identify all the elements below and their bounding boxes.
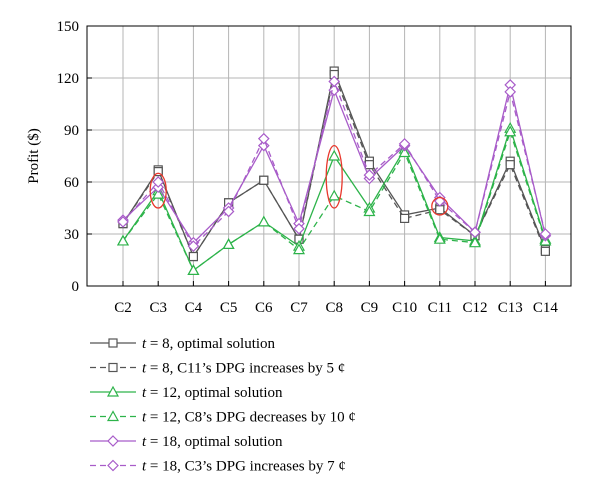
x-tick-label: C3 — [149, 300, 167, 316]
x-tick-label: C2 — [114, 300, 132, 316]
data-point-square — [505, 160, 515, 170]
legend-entry: t = 8, C11’s DPG increases by 5 ¢ — [90, 361, 345, 377]
legend-label-text: = 8, C11’s DPG increases by 5 ¢ — [146, 361, 345, 377]
legend-entry: t = 18, C3’s DPG increases by 7 ¢ — [90, 459, 346, 475]
data-point-diamond — [107, 459, 119, 472]
data-point-square — [108, 362, 118, 373]
data-point-diamond — [117, 216, 129, 228]
data-point-diamond — [363, 169, 376, 181]
y-axis-ticks: 0 30 60 90 120 150 — [57, 19, 92, 295]
data-point-diamond — [293, 222, 305, 235]
data-point-triangle — [504, 125, 517, 137]
data-point-square — [188, 251, 198, 262]
data-point-square — [400, 213, 410, 223]
y-tick-label: 30 — [64, 227, 79, 243]
data-point-diamond — [398, 138, 411, 150]
data-point-triangle — [292, 243, 306, 255]
data-point-square — [540, 246, 551, 256]
legend-entry: t = 8, optimal solution — [90, 336, 276, 352]
data-point-square — [435, 205, 445, 215]
data-point-triangle — [222, 238, 235, 249]
x-tick-label: C8 — [325, 300, 343, 316]
data-point-diamond — [328, 75, 341, 88]
x-tick-label: C13 — [498, 300, 523, 316]
legend-entry: t = 18, optimal solution — [90, 434, 283, 450]
x-tick-label: C7 — [290, 300, 308, 316]
legend-label-variable: t — [142, 410, 147, 426]
data-point-diamond — [257, 132, 270, 145]
legend-label-variable: t — [142, 434, 147, 450]
legend-label-text: = 18, C3’s DPG increases by 7 ¢ — [146, 459, 346, 475]
highlight-ellipse — [431, 196, 449, 216]
legend-label: t = 8, C11’s DPG increases by 5 ¢ — [142, 361, 345, 377]
x-tick-label: C14 — [533, 300, 559, 316]
data-point-diamond — [504, 86, 517, 98]
data-point-square — [108, 338, 118, 348]
data-point-triangle — [433, 232, 446, 244]
y-tick-label: 120 — [57, 71, 80, 87]
x-tick-label: C6 — [255, 300, 273, 316]
legend-entry: t = 12, C8’s DPG decreases by 10 ¢ — [90, 410, 356, 426]
x-tick-label: C4 — [185, 300, 203, 316]
data-point-triangle — [152, 187, 165, 199]
data-point-triangle — [328, 149, 341, 161]
legend-label: t = 12, optimal solution — [142, 385, 283, 401]
data-point-diamond — [469, 226, 481, 239]
plot-area-frame — [86, 25, 572, 287]
legend-label-text: = 12, C8’s DPG decreases by 10 ¢ — [146, 410, 356, 426]
data-point-diamond — [539, 228, 552, 240]
data-point-triangle — [106, 410, 120, 422]
data-point-diamond — [107, 435, 119, 447]
x-axis-ticks: C2 C3 C4 C5 C6 C7 C8 C9 C10 C11 C12 C13 C14 — [114, 281, 558, 316]
legend-label-variable: t — [142, 336, 147, 352]
data-point-triangle — [106, 385, 120, 397]
x-tick-label: C9 — [361, 300, 379, 316]
data-point-diamond — [222, 205, 235, 218]
data-point-square — [259, 175, 269, 185]
y-tick-label: 90 — [64, 123, 79, 139]
data-point-triangle — [257, 215, 270, 227]
legend-label: t = 18, optimal solution — [142, 434, 283, 450]
data-point-diamond — [152, 176, 165, 188]
legend-label-variable: t — [142, 385, 147, 401]
legend-label: t = 8, optimal solution — [142, 336, 276, 352]
data-point-square — [153, 167, 163, 177]
x-tick-label: C11 — [428, 300, 452, 316]
data-point-square — [364, 160, 374, 170]
series-group — [116, 125, 552, 275]
data-point-triangle — [116, 234, 130, 246]
series-group — [117, 75, 552, 252]
legend-label: t = 18, C3’s DPG increases by 7 ¢ — [142, 459, 346, 475]
highlight-ellipse — [149, 172, 167, 209]
legend-label-variable: t — [142, 459, 147, 475]
y-tick-label: 0 — [72, 279, 80, 295]
legend-entry: t = 12, optimal solution — [90, 385, 283, 401]
legend-label: t = 12, C8’s DPG decreases by 10 ¢ — [142, 410, 356, 426]
data-point-diamond — [187, 240, 200, 252]
annotation-layer — [149, 144, 449, 216]
data-point-triangle — [328, 189, 341, 201]
legend-label-text: = 12, optimal solution — [146, 385, 283, 401]
x-tick-label: C10 — [392, 300, 417, 316]
highlight-ellipse — [325, 144, 343, 209]
y-tick-label: 150 — [57, 19, 80, 35]
data-point-triangle — [363, 205, 376, 217]
y-axis-label: Profit ($) — [26, 128, 42, 183]
legend-label-text: = 18, optimal solution — [146, 434, 283, 450]
grid-lines — [87, 26, 571, 286]
data-point-triangle — [468, 236, 482, 248]
series-layer — [116, 66, 552, 275]
legend-label-text: = 8, optimal solution — [146, 336, 275, 352]
legend-label-variable: t — [142, 361, 147, 377]
data-point-triangle — [398, 146, 411, 158]
x-tick-label: C12 — [462, 300, 487, 316]
y-tick-label: 60 — [64, 175, 79, 191]
data-point-triangle — [187, 264, 200, 275]
x-tick-label: C5 — [220, 300, 238, 316]
